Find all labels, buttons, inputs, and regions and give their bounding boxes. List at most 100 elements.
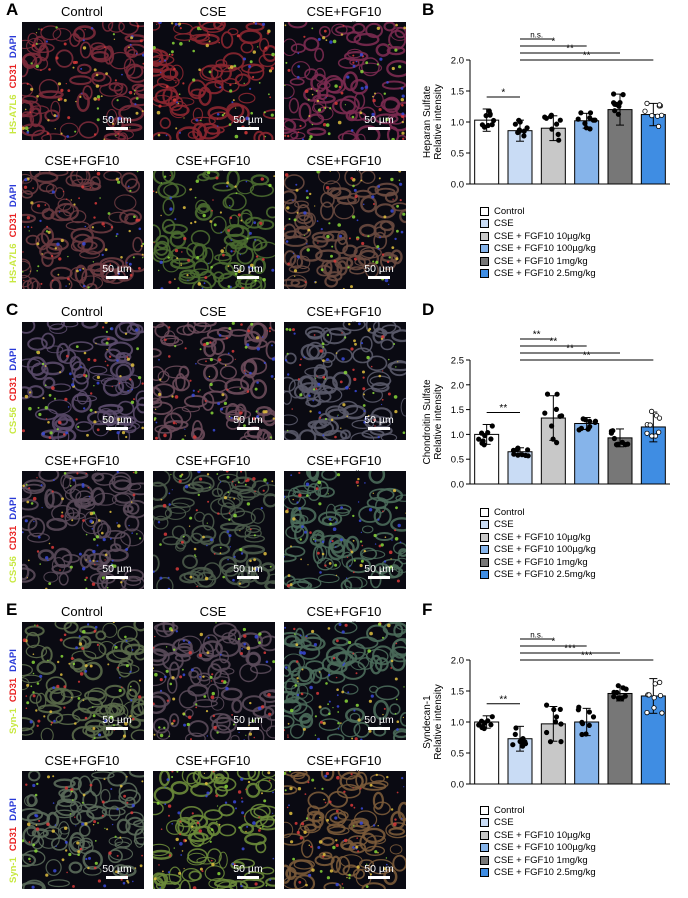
scale-bar: 50 µm: [354, 114, 404, 130]
data-point: [481, 725, 487, 732]
y-tick-label: 1.0: [451, 718, 464, 729]
data-point: [476, 722, 482, 728]
bar: [607, 692, 633, 785]
scale-bar: 50 µm: [223, 863, 273, 879]
y-tick-label: 1.5: [451, 405, 464, 416]
legend-swatch: [480, 868, 489, 878]
y-axis-label: Syndecan-1: [422, 695, 433, 749]
y-axis-label: Relative intensity: [433, 384, 444, 460]
panel-letter-b: B: [422, 0, 435, 19]
scale-bar-label: 50 µm: [233, 263, 263, 275]
data-point: [488, 436, 494, 442]
scale-bar: 50 µm: [354, 263, 404, 279]
data-point: [554, 391, 560, 397]
data-point: [511, 451, 517, 457]
significance-label: **: [533, 330, 541, 341]
micrograph-image: 50 µm: [153, 622, 275, 740]
y-tick-label: 1.5: [451, 87, 464, 98]
significance-label: *: [551, 37, 555, 48]
significance-label: **: [566, 344, 574, 355]
legend-entry: CSE: [480, 519, 596, 532]
data-point: [611, 694, 617, 700]
y-tick-label: 1.0: [451, 118, 464, 129]
scale-bar-line: [106, 276, 128, 279]
micrograph-image: 50 µm: [284, 471, 406, 589]
data-point: [510, 742, 516, 748]
scale-bar-line: [237, 727, 259, 730]
legend-label: CSE + FGF10 2.5mg/kg: [494, 569, 596, 581]
y-axis-label: Chondroitin Sulfate: [422, 379, 433, 464]
legend-heparan-sulfate: Control CSE CSE + FGF10 10µg/kg CSE + FGF10…: [480, 205, 596, 280]
data-point: [522, 739, 528, 745]
legend-entry: CSE + FGF10 10µg/kg: [480, 829, 596, 842]
chart-chondroitin-sulfate: 0.0 0.5 1.0 1.5 2.0 2.5 Chondroitin Sulfate Rel…: [422, 330, 670, 491]
legend-entry: CSE + FGF10 2.5mg/kg: [480, 268, 596, 281]
bar: [507, 451, 533, 485]
micrograph-image: 50 µm: [22, 22, 144, 140]
group-title: Control: [61, 604, 103, 619]
micrograph-image: 50 µm: [22, 622, 144, 740]
data-point: [649, 433, 655, 439]
data-point: [614, 689, 620, 696]
scale-bar: 50 µm: [223, 414, 273, 430]
stain-name: CD31: [8, 525, 19, 551]
data-point: [657, 679, 663, 686]
legend-swatch: [480, 818, 489, 828]
group-title: CSE: [199, 4, 227, 19]
panel-letter-e: E: [6, 600, 18, 619]
data-point: [489, 714, 495, 720]
legend-entry: CSE: [480, 817, 596, 830]
scale-bar: 50 µm: [92, 863, 142, 879]
stain-channel-label: Syn-1 CD31 DAPI: [8, 792, 19, 883]
scale-bar-label: 50 µm: [364, 414, 394, 426]
y-tick-label: 0.0: [451, 780, 464, 791]
data-point: [582, 120, 588, 127]
panel-letter-f: F: [422, 600, 433, 619]
data-point: [513, 725, 519, 731]
data-point: [576, 427, 582, 433]
scale-bar-line: [237, 127, 259, 130]
data-point: [659, 112, 665, 118]
data-point: [651, 695, 657, 701]
data-point: [554, 440, 560, 446]
legend-entry: CSE + FGF10 2.5mg/kg: [480, 867, 596, 880]
data-point: [659, 710, 665, 716]
legend-swatch: [480, 830, 489, 840]
scale-bar-label: 50 µm: [102, 414, 132, 426]
data-point: [556, 137, 562, 143]
legend-label: Control: [494, 804, 525, 816]
significance-label: ***: [564, 644, 576, 655]
legend-swatch: [480, 231, 489, 241]
data-point: [592, 418, 599, 424]
significance-label: **: [583, 351, 591, 362]
data-point: [613, 442, 620, 448]
data-point: [587, 418, 593, 424]
scale-bar: 50 µm: [92, 263, 142, 279]
y-tick-label: 2.0: [451, 656, 464, 667]
micrograph-image: 50 µm: [22, 471, 144, 589]
scale-bar-line: [106, 727, 128, 730]
data-point: [521, 133, 527, 139]
data-point: [485, 718, 491, 724]
bar: [574, 422, 600, 485]
data-point: [550, 436, 556, 442]
scale-bar-label: 50 µm: [233, 714, 263, 726]
data-point: [514, 446, 520, 452]
data-point: [583, 125, 589, 131]
data-point: [579, 719, 585, 726]
data-point: [656, 415, 663, 421]
data-point: [615, 683, 621, 689]
legend-entry: CSE + FGF10 100µg/kg: [480, 842, 596, 855]
legend-label: CSE + FGF10 100µg/kg: [494, 544, 596, 556]
significance-label: *: [551, 637, 555, 648]
stain-name: CD31: [8, 376, 19, 402]
y-tick-label: 0.0: [451, 480, 464, 491]
scale-bar-label: 50 µm: [102, 714, 132, 726]
data-point: [548, 113, 554, 120]
y-tick-label: 0.5: [451, 149, 464, 160]
data-point: [478, 718, 485, 724]
legend-swatch: [480, 570, 489, 580]
scale-bar-line: [106, 127, 128, 130]
data-point: [656, 429, 662, 435]
stain-name: DAPI: [8, 497, 19, 520]
